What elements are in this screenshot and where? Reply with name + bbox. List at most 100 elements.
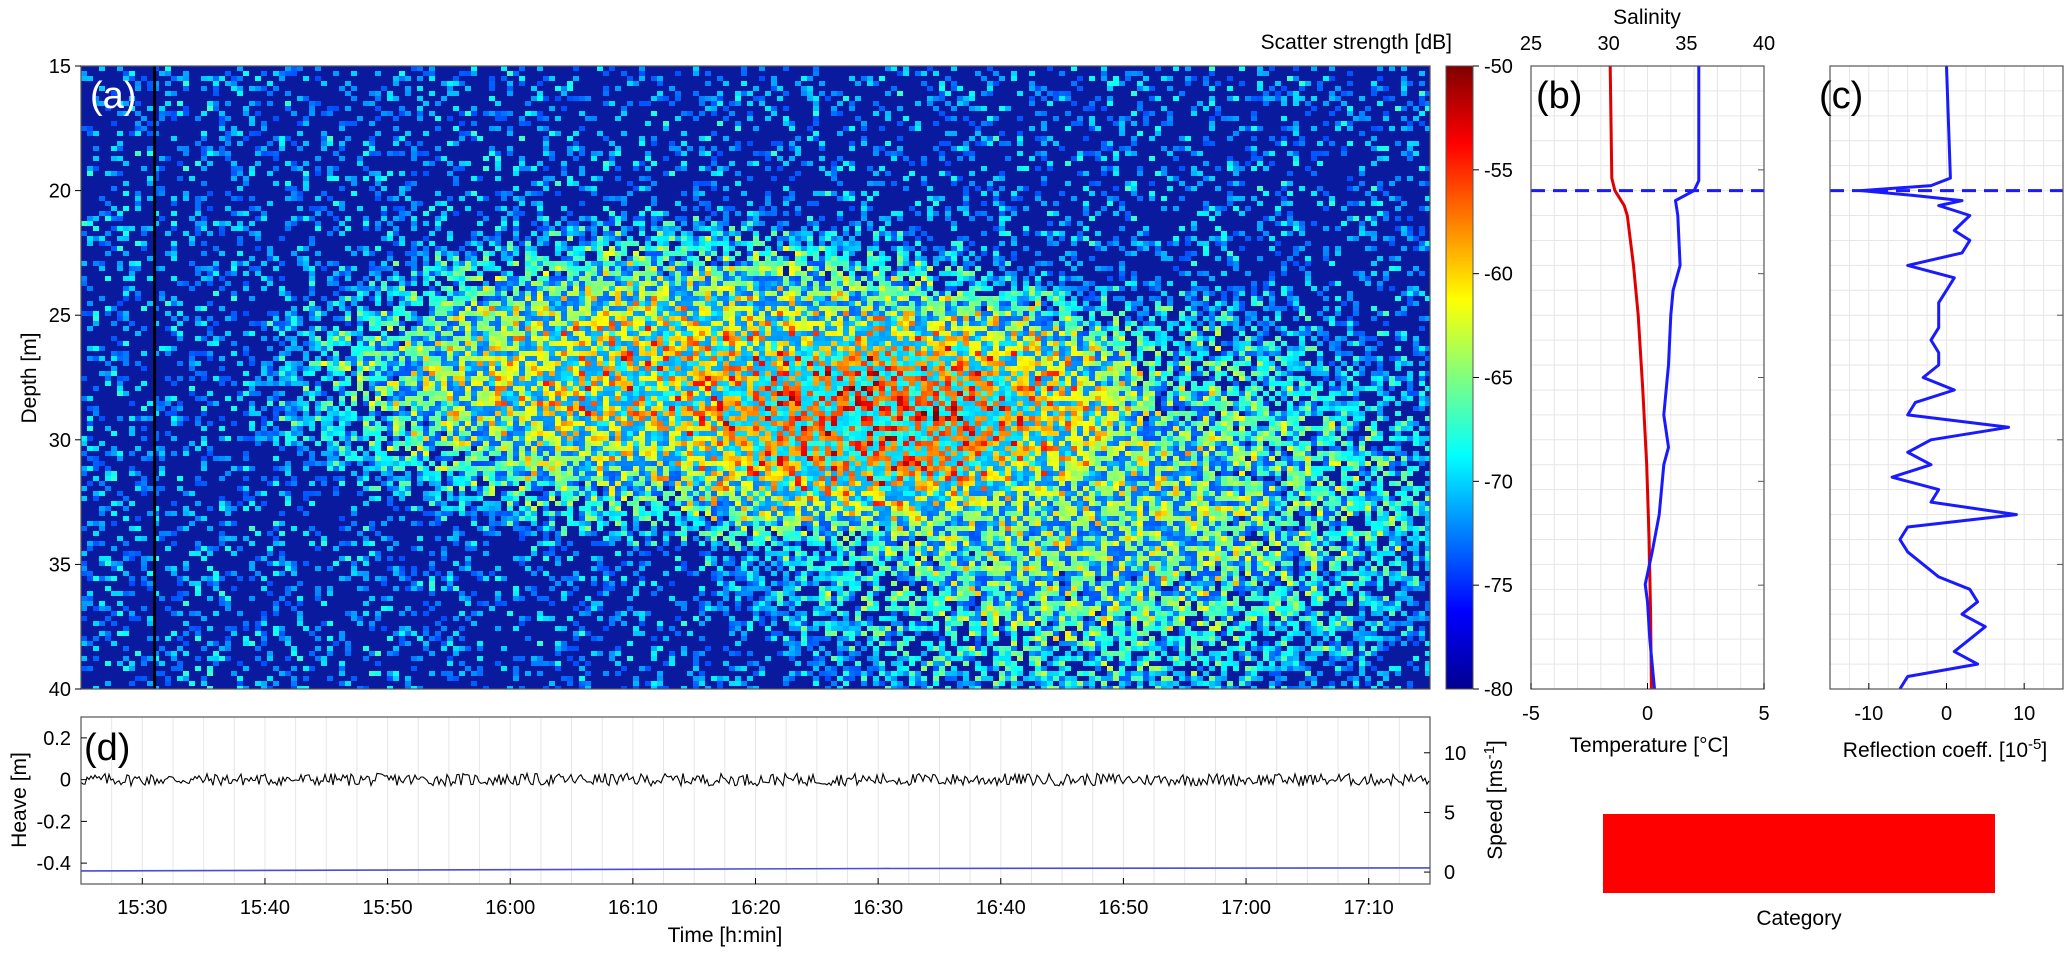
echogram-cell	[519, 426, 525, 431]
echogram-cell	[291, 306, 297, 311]
echogram-cell	[483, 266, 489, 271]
echogram-cell	[573, 381, 579, 386]
echogram-cell	[525, 416, 531, 421]
echogram-cell	[483, 466, 489, 471]
echogram-cell	[567, 456, 573, 461]
echogram-cell	[363, 316, 369, 321]
echogram-cell	[447, 196, 453, 201]
echogram-cell	[435, 621, 441, 626]
echogram-cell	[291, 221, 297, 226]
echogram-cell	[627, 336, 633, 341]
echogram-cell	[345, 416, 351, 421]
echogram-cell	[537, 346, 543, 351]
echogram-cell	[189, 681, 195, 686]
echogram-cell	[291, 166, 297, 171]
echogram-cell	[459, 271, 465, 276]
echogram-cell	[315, 226, 321, 231]
echogram-cell	[429, 501, 435, 506]
echogram-cell	[591, 371, 597, 376]
echogram-cell	[471, 511, 477, 516]
echogram-cell	[549, 406, 555, 411]
echogram-cell	[99, 576, 105, 581]
echogram-cell	[279, 141, 285, 146]
echogram-cell	[627, 266, 633, 271]
echogram-cell	[219, 231, 225, 236]
echogram-cell	[417, 391, 423, 396]
echogram-cell	[213, 101, 219, 106]
echogram-cell	[591, 491, 597, 496]
echogram-cell	[465, 291, 471, 296]
echogram-cell	[303, 511, 309, 516]
echogram-cell	[609, 356, 615, 361]
echogram-cell	[561, 91, 567, 96]
echogram-cell	[645, 271, 651, 276]
echogram-cell	[591, 321, 597, 326]
echogram-cell	[363, 396, 369, 401]
echogram-cell	[483, 436, 489, 441]
echogram-cell	[147, 556, 153, 561]
echogram-cell	[123, 356, 129, 361]
echogram-cell	[459, 506, 465, 511]
echogram-cell	[477, 421, 483, 426]
echogram-cell	[489, 306, 495, 311]
echogram-cell	[309, 451, 315, 456]
echogram-cell	[309, 301, 315, 306]
echogram-cell	[549, 226, 555, 231]
echogram-cell	[573, 146, 579, 151]
echogram-cell	[267, 401, 273, 406]
echogram-cell	[561, 106, 567, 111]
echogram-cell	[519, 311, 525, 316]
echogram-cell	[405, 371, 411, 376]
echogram-cell	[501, 251, 507, 256]
echogram-cell	[381, 281, 387, 286]
echogram-cell	[621, 431, 627, 436]
echogram-cell	[435, 376, 441, 381]
echogram-cell	[585, 526, 591, 531]
echogram-cell	[285, 471, 291, 476]
echogram-cell	[249, 561, 255, 566]
echogram-cell	[579, 676, 585, 681]
echogram-cell	[645, 456, 651, 461]
echogram-cell	[597, 566, 603, 571]
echogram-cell	[609, 231, 615, 236]
echogram-cell	[411, 151, 417, 156]
echogram-cell	[495, 246, 501, 251]
echogram-cell	[585, 596, 591, 601]
echogram-cell	[537, 336, 543, 341]
echogram-cell	[495, 511, 501, 516]
echogram-cell	[93, 531, 99, 536]
echogram-cell	[207, 551, 213, 556]
echogram-cell	[213, 76, 219, 81]
echogram-cell	[309, 336, 315, 341]
echogram-cell	[357, 571, 363, 576]
echogram-cell	[573, 371, 579, 376]
echogram-cell	[615, 166, 621, 171]
echogram-cell	[519, 296, 525, 301]
echogram-cell	[267, 371, 273, 376]
echogram-cell	[483, 251, 489, 256]
echogram-cell	[141, 116, 147, 121]
echogram-cell	[195, 421, 201, 426]
echogram-cell	[225, 131, 231, 136]
echogram-cell	[387, 221, 393, 226]
echogram-cell	[375, 221, 381, 226]
echogram-cell	[501, 401, 507, 406]
echogram-cell	[327, 401, 333, 406]
echogram-cell	[543, 521, 549, 526]
echogram-cell	[537, 616, 543, 621]
echogram-cell	[171, 631, 177, 636]
echogram-cell	[489, 571, 495, 576]
echogram-cell	[99, 506, 105, 511]
echogram-cell	[543, 541, 549, 546]
echogram-cell	[405, 431, 411, 436]
echogram-cell	[405, 316, 411, 321]
echogram-cell	[507, 521, 513, 526]
echogram-cell	[435, 411, 441, 416]
echogram-cell	[585, 406, 591, 411]
echogram-cell	[201, 351, 207, 356]
echogram-cell	[435, 536, 441, 541]
echogram-cell	[399, 416, 405, 421]
echogram-cell	[375, 446, 381, 451]
echogram-cell	[381, 366, 387, 371]
echogram-cell	[477, 426, 483, 431]
